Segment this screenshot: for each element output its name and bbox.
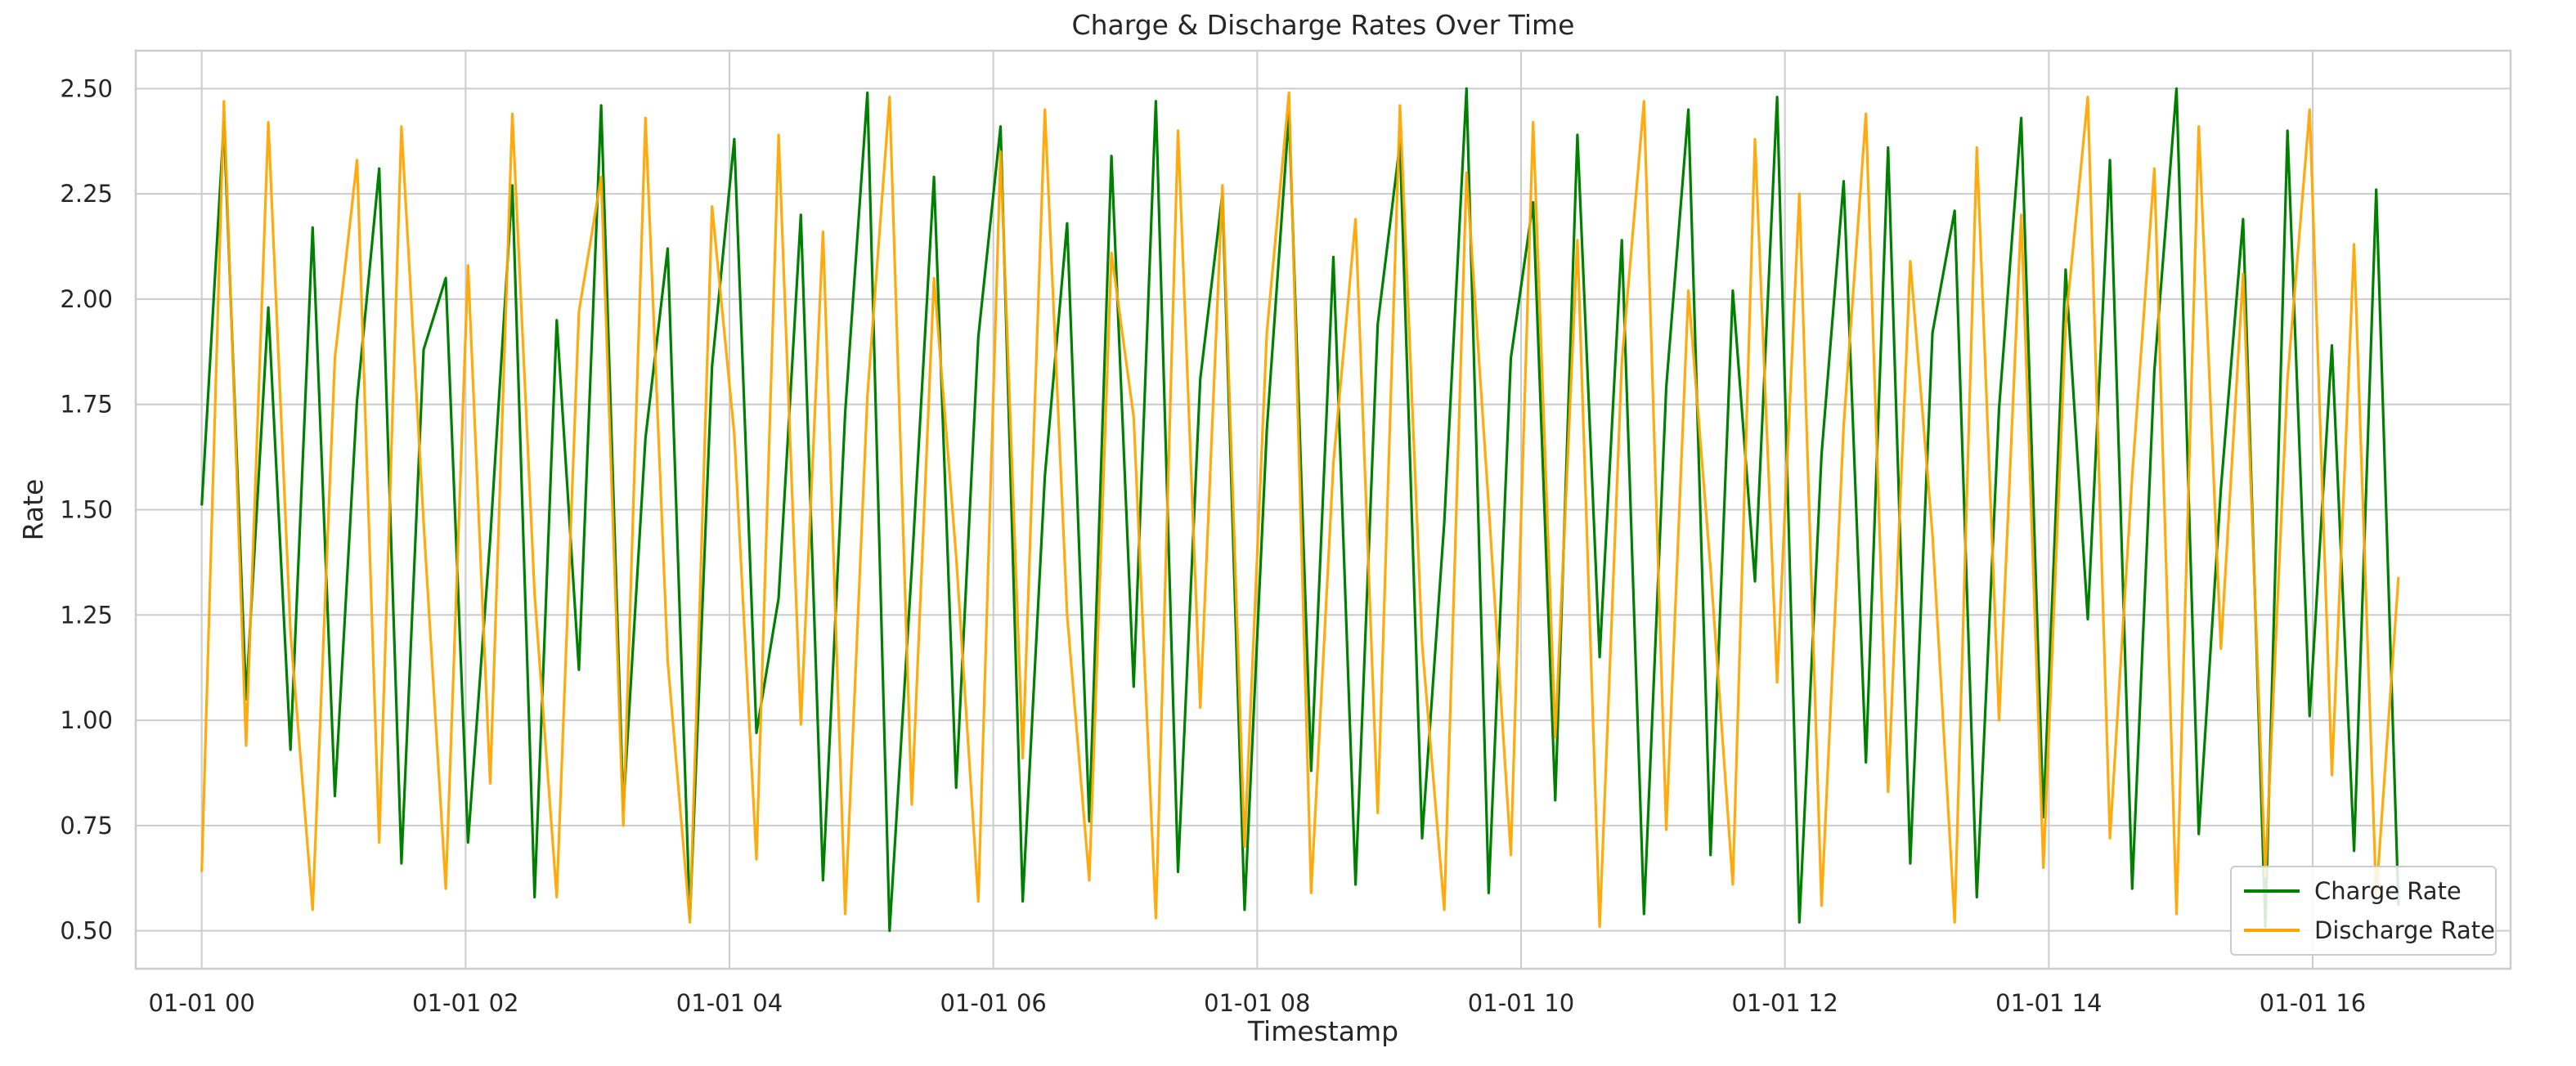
x-tick-label: 01-01 10 (1468, 989, 1574, 1017)
y-tick-label: 0.50 (60, 917, 113, 945)
legend-box (2230, 866, 2497, 956)
y-tick-label: 1.00 (60, 706, 113, 734)
legend-label-charge-rate: Charge Rate (2314, 877, 2462, 905)
series-line-charge-rate (200, 87, 2400, 933)
x-tick-label: 01-01 06 (940, 989, 1046, 1017)
y-tick-label: 1.50 (60, 496, 113, 524)
series-lines (200, 87, 2400, 933)
y-tick-label: 2.50 (60, 74, 113, 102)
y-tick-label: 0.75 (60, 812, 113, 840)
x-tick-label: 01-01 00 (148, 989, 254, 1017)
x-tick-label: 01-01 12 (1731, 989, 1838, 1017)
plot-frame (134, 49, 2512, 970)
y-tick-label: 2.25 (60, 180, 113, 208)
tick-labels: 0.50 0.75 1.00 1.25 1.50 1.75 2.00 2.25 2.50 01-0… (60, 74, 2366, 1017)
x-tick-label: 01-01 04 (676, 989, 783, 1017)
y-tick-label: 1.75 (60, 391, 113, 419)
x-tick-label: 01-01 16 (2260, 989, 2366, 1017)
x-tick-label: 01-01 02 (412, 989, 518, 1017)
series-line-discharge-rate (200, 91, 2400, 929)
legend: Charge Rate Discharge Rate (2230, 866, 2497, 956)
y-axis-label: Rate (17, 479, 49, 541)
x-axis-label: Timestamp (1247, 1015, 1398, 1047)
legend-label-discharge-rate: Discharge Rate (2314, 916, 2495, 944)
x-tick-label: 01-01 08 (1204, 989, 1310, 1017)
x-tick-label: 01-01 14 (1995, 989, 2102, 1017)
y-tick-label: 1.25 (60, 601, 113, 629)
y-tick-label: 2.00 (60, 285, 113, 313)
chart-title: Charge & Discharge Rates Over Time (1072, 9, 1575, 41)
